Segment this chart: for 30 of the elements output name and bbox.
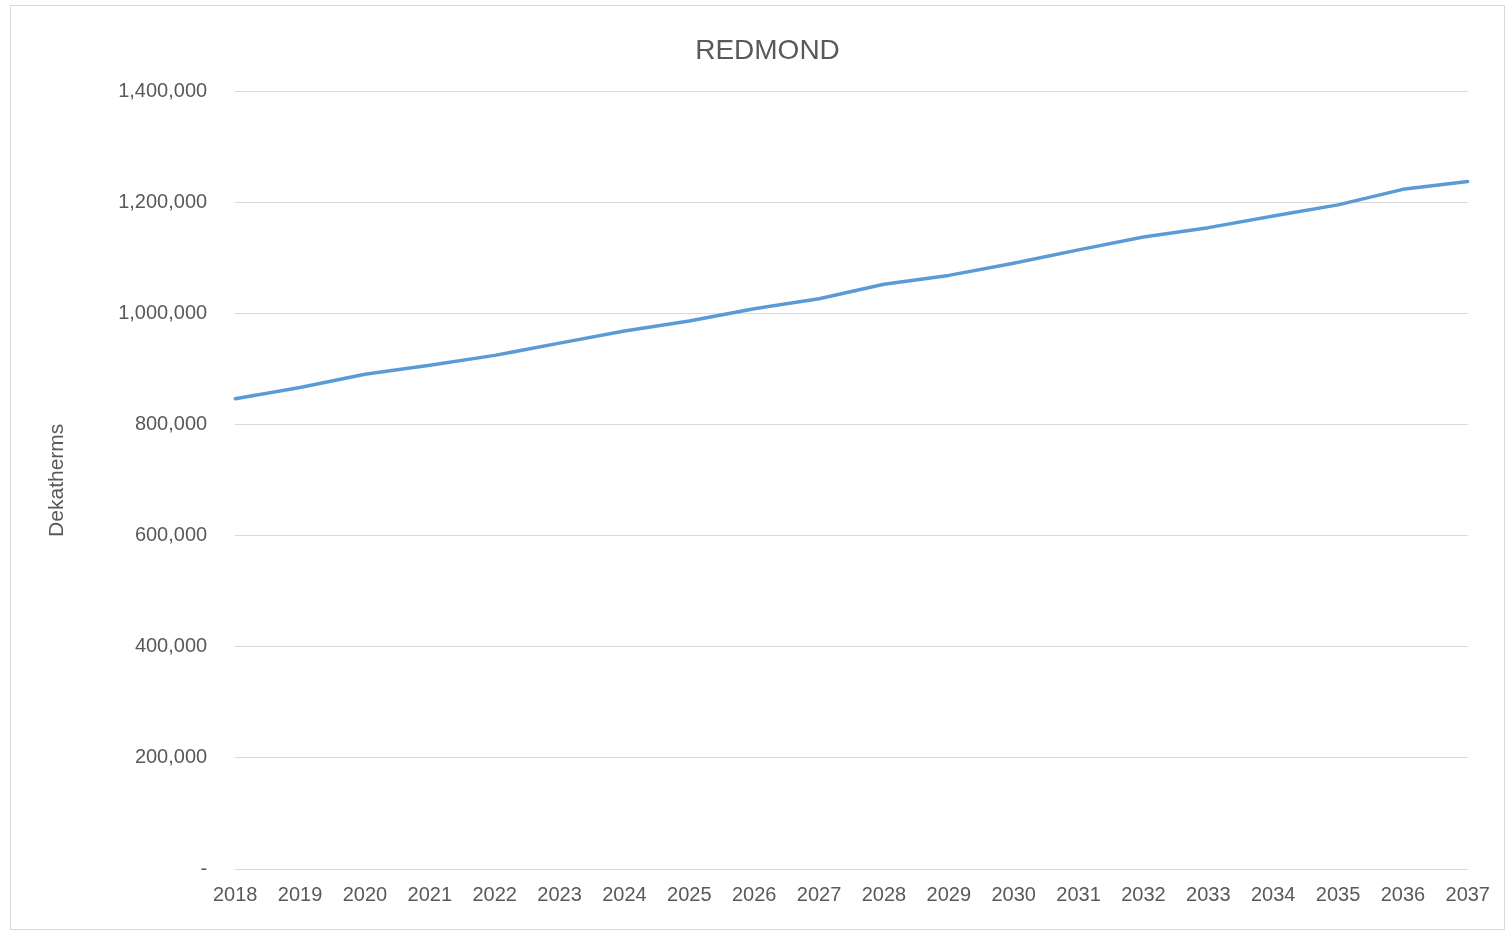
chart-title: REDMOND [695, 33, 840, 65]
x-tick-label: 2032 [1121, 882, 1166, 905]
x-tick-label: 2035 [1315, 882, 1361, 905]
x-tick-label: 2018 [212, 882, 258, 905]
y-tick-label: 1,400,000 [118, 79, 208, 102]
y-tick-label: 800,000 [134, 412, 208, 435]
x-tick-label: 2026 [731, 882, 777, 905]
x-tick-label: 2031 [1056, 882, 1101, 905]
x-tick-label: 2030 [991, 882, 1036, 905]
x-tick-label: 2036 [1380, 882, 1426, 905]
x-tick-label: 2021 [407, 882, 453, 905]
x-tick-label: 2037 [1445, 882, 1490, 905]
x-tick-label: 2024 [602, 882, 647, 905]
y-tick-label: - [200, 856, 208, 879]
x-tick-label: 2029 [926, 882, 972, 905]
y-tick-label: 400,000 [134, 634, 208, 657]
x-tick-label: 2034 [1250, 882, 1296, 905]
y-tick-label: 600,000 [134, 523, 208, 546]
y-tick-label: 1,000,000 [118, 301, 208, 324]
x-tick-label: 2033 [1186, 882, 1231, 905]
x-tick-label: 2020 [342, 882, 388, 905]
x-tick-label: 2022 [472, 882, 517, 905]
y-tick-label: 200,000 [134, 745, 208, 768]
y-axis-title: Dekatherms [44, 423, 68, 537]
x-tick-label: 2019 [277, 882, 323, 905]
x-tick-label: 2027 [796, 882, 842, 905]
y-tick-label: 1,200,000 [118, 190, 208, 213]
x-tick-label: 2028 [861, 882, 907, 905]
x-tick-label: 2025 [667, 882, 712, 905]
x-tick-label: 2023 [537, 882, 582, 905]
